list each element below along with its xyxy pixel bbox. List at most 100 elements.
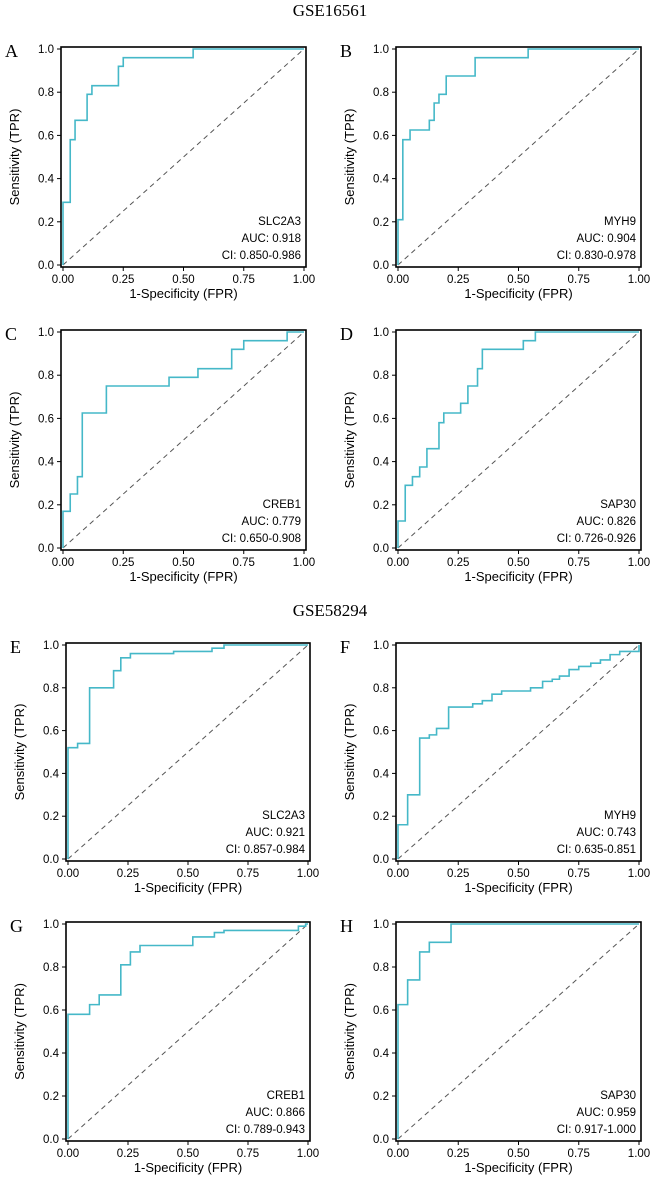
y-tick-label: 0.2 [38,217,54,229]
y-tick-label: 0.8 [373,87,389,99]
x-tick-label: 0.50 [507,1148,529,1160]
auc-label: AUC: 0.904 [577,233,637,245]
y-tick-label: 0.0 [38,260,54,272]
panel-label: E [10,637,21,657]
y-tick-label: 0.0 [43,854,59,866]
x-tick-label: 0.75 [568,1148,590,1160]
y-tick-label: 0.2 [38,500,54,512]
auc-label: AUC: 0.921 [246,827,305,839]
gene-label: MYH9 [604,810,636,822]
auc-label: AUC: 0.959 [577,1107,636,1119]
y-tick-label: 0.2 [373,811,389,823]
y-tick-label: 1.0 [43,919,59,931]
y-tick-label: 1.0 [38,44,54,56]
x-tick-label: 0.50 [172,274,194,286]
roc-panel-c: C 0.0 0.2 0.4 0.6 0.8 1.0 0.00 0.25 0.50 0.75 1.00 1… [5,324,315,584]
y-tick-label: 1.0 [43,640,59,652]
panel-label: H [340,916,353,936]
y-tick-label: 0.2 [373,1091,389,1103]
y-tick-label: 0.0 [373,543,389,555]
roc-curve-myh9 [397,645,640,859]
x-tick-label: 0.50 [172,557,194,569]
y-axis-label: Sensitivity (TPR) [12,983,27,1080]
x-tick-label: 0.25 [447,868,469,880]
ci-label: CI: 0.726-0.926 [557,533,636,545]
y-tick-label: 0.6 [38,413,54,425]
y-tick-label: 1.0 [373,327,389,339]
x-tick-label: 0.00 [57,1148,79,1160]
y-tick-label: 0.2 [373,217,389,229]
x-tick-label: 0.25 [112,274,134,286]
x-tick-label: 0.00 [57,868,79,880]
x-tick-label: 0.75 [237,1148,259,1160]
x-tick-label: 0.25 [447,1148,469,1160]
x-tick-label: 0.00 [52,274,74,286]
roc-panel-h: H 0.0 0.2 0.4 0.6 0.8 1.0 0.00 0.25 0.50 0.75 1.00 1… [340,916,650,1175]
y-tick-label: 0.6 [38,130,54,142]
x-axis-label: 1-Specificity (FPR) [464,286,572,301]
auc-label: AUC: 0.866 [246,1107,305,1119]
x-tick-label: 1.00 [628,274,650,286]
roc-curve-creb1 [67,923,308,1139]
y-tick-label: 0.4 [373,174,390,186]
x-tick-label: 0.50 [507,557,529,569]
y-tick-label: 0.4 [373,1048,390,1060]
x-tick-label: 1.00 [293,274,315,286]
x-tick-label: 1.00 [297,868,319,880]
x-axis-label: 1-Specificity (FPR) [134,880,242,895]
x-tick-label: 0.50 [177,1148,199,1160]
roc-curve-myh9 [397,48,639,265]
roc-curve-slc2a3 [67,644,308,859]
y-tick-label: 0.4 [38,457,55,469]
y-tick-label: 0.0 [373,1134,389,1146]
gene-label: SAP30 [600,499,636,511]
x-tick-label: 0.50 [507,868,529,880]
gene-label: SAP30 [600,1090,636,1102]
x-tick-label: 1.00 [297,1148,319,1160]
y-tick-label: 0.6 [43,726,59,738]
x-tick-label: 0.75 [568,557,590,569]
y-tick-label: 0.8 [43,683,59,695]
dataset-title-gse58294: GSE58294 [293,601,368,620]
y-tick-label: 0.4 [38,174,55,186]
x-tick-label: 0.25 [447,557,469,569]
x-tick-label: 0.00 [387,868,409,880]
y-tick-label: 0.8 [38,87,54,99]
y-axis-label: Sensitivity (TPR) [12,704,27,801]
ci-label: CI: 0.635-0.851 [557,844,636,856]
roc-panel-f: F 0.0 0.2 0.4 0.6 0.8 1.0 0.00 0.25 0.50 0.75 1.00 1… [340,637,650,895]
x-tick-label: 0.25 [112,557,134,569]
auc-label: AUC: 0.918 [242,233,301,245]
y-tick-label: 0.4 [373,768,390,780]
auc-label: AUC: 0.743 [577,827,636,839]
gene-label: MYH9 [604,216,636,228]
y-tick-label: 0.4 [43,768,60,780]
y-tick-label: 0.8 [373,683,389,695]
ci-label: CI: 0.789-0.943 [226,1124,305,1136]
panel-label: G [10,916,23,936]
y-tick-label: 0.0 [373,260,389,272]
gene-label: SLC2A3 [258,216,301,228]
x-tick-label: 0.50 [507,274,529,286]
x-tick-label: 1.00 [628,557,650,569]
roc-panel-d: D 0.0 0.2 0.4 0.6 0.8 1.0 0.00 0.25 0.50 0.75 1.00 1… [340,324,650,584]
y-tick-label: 1.0 [38,327,54,339]
y-tick-label: 0.2 [373,500,389,512]
y-axis-label: Sensitivity (TPR) [342,983,357,1080]
y-tick-label: 0.8 [43,962,59,974]
x-tick-label: 1.00 [628,1148,650,1160]
x-axis-label: 1-Specificity (FPR) [129,286,237,301]
y-tick-label: 1.0 [373,919,389,931]
y-axis-label: Sensitivity (TPR) [342,704,357,801]
dataset-title-gse16561: GSE16561 [293,1,368,20]
gene-label: CREB1 [267,1090,305,1102]
y-tick-label: 1.0 [373,44,389,56]
ci-label: CI: 0.857-0.984 [226,844,306,856]
y-axis-label: Sensitivity (TPR) [7,109,22,206]
panel-label: A [5,41,18,61]
y-tick-label: 0.6 [373,413,389,425]
ci-label: CI: 0.830-0.978 [557,250,636,262]
x-tick-label: 0.00 [387,557,409,569]
panel-label: B [340,41,352,61]
